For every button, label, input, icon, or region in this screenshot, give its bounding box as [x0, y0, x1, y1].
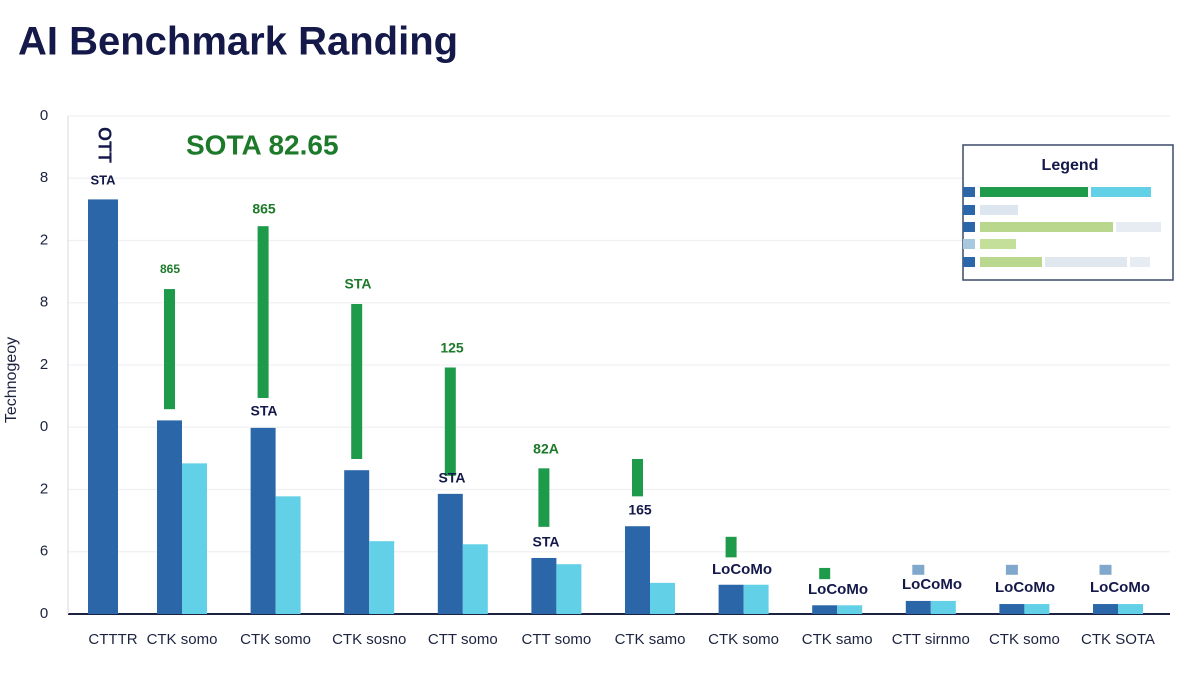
data-label: 82A [533, 441, 559, 457]
legend-title: Legend [1042, 157, 1099, 174]
data-label: 865 [160, 262, 180, 276]
x-tick-label: CTK somo [240, 631, 311, 648]
data-label: 865 [252, 201, 276, 217]
data-label: STA [90, 172, 116, 187]
y-tick-label: 6 [40, 543, 48, 560]
data-label: STA [345, 276, 372, 292]
y-tick-label: 2 [40, 480, 48, 497]
bar [905, 600, 931, 614]
data-label: LoCoMo [808, 581, 868, 598]
legend-swatch [963, 205, 975, 215]
y-tick-label: 8 [40, 169, 48, 186]
bar [650, 582, 675, 614]
y-tick-label: 0 [40, 605, 48, 622]
bar [812, 605, 838, 614]
data-label: STA [439, 470, 466, 486]
data-label: OTT [94, 127, 114, 163]
bar [743, 584, 769, 614]
bar [250, 427, 276, 614]
legend-swatch [963, 257, 975, 267]
range-bar [257, 226, 269, 398]
x-tick-label: CTK sosno [332, 631, 406, 648]
bar [556, 564, 582, 614]
range-bar [164, 289, 175, 410]
x-tick-label: CTK samo [802, 631, 873, 648]
y-tick-label: 2 [40, 356, 48, 373]
data-label: STA [533, 534, 560, 550]
legend-swatch [1130, 257, 1150, 267]
bar [1024, 604, 1050, 614]
x-tick-label: CTT somo [522, 631, 592, 648]
x-tick-label: CTK SOTA [1081, 631, 1155, 648]
range-bar [444, 367, 456, 476]
legend-swatch [980, 222, 1113, 232]
y-tick-label: 8 [40, 294, 48, 311]
bar [369, 541, 395, 614]
data-label: 165 [628, 502, 652, 518]
bar [157, 420, 182, 614]
y-tick-label: 0 [40, 418, 48, 435]
headline: SOTA 82.65 [186, 129, 339, 160]
data-label: LoCoMo [995, 579, 1055, 596]
legend-swatch [963, 222, 975, 232]
bar [182, 463, 207, 614]
x-tick-label: CTT sirnmo [892, 631, 970, 648]
bar [344, 470, 370, 614]
legend-swatch [980, 257, 1042, 267]
legend-swatch [1091, 187, 1151, 197]
bar [625, 526, 650, 614]
bar [1118, 604, 1143, 614]
data-label: LoCoMo [712, 561, 772, 578]
bar [718, 584, 744, 614]
x-tick-label: CTK samo [615, 631, 686, 648]
data-label: STA [251, 403, 278, 419]
range-bar [725, 536, 737, 558]
range-bar [819, 567, 831, 580]
range-bar [1099, 564, 1112, 575]
range-bar [538, 468, 550, 527]
legend: Legend [962, 144, 1174, 281]
x-tick-label: CTK somo [989, 631, 1060, 648]
y-tick-label: 0 [40, 107, 48, 124]
x-tick-label: CTK somo [147, 631, 218, 648]
bar [930, 600, 956, 614]
bar [837, 605, 863, 614]
legend-swatch [980, 205, 1018, 215]
bar [88, 199, 118, 615]
data-label: LoCoMo [902, 576, 962, 593]
legend-swatch [963, 239, 975, 249]
bar [999, 604, 1025, 614]
range-bar [351, 303, 363, 459]
legend-swatch [1045, 257, 1127, 267]
range-bar [632, 458, 643, 497]
bar [275, 496, 301, 614]
chart-title: AI Benchmark Randing [18, 20, 458, 64]
range-bar [1005, 564, 1018, 575]
x-tick-label: CTT somo [428, 631, 498, 648]
y-axis-label: Technogeoy [3, 337, 20, 423]
y-tick-label: 2 [40, 231, 48, 248]
legend-swatch [980, 187, 1088, 197]
data-label: 125 [440, 340, 464, 356]
x-tick-label: CTTTR [88, 631, 137, 648]
legend-swatch [963, 187, 975, 197]
data-label: LoCoMo [1090, 579, 1150, 596]
bar [531, 557, 557, 614]
bar [1093, 604, 1118, 614]
legend-swatch [980, 239, 1016, 249]
legend-swatch [1116, 222, 1161, 232]
bar [437, 493, 463, 614]
bar [462, 544, 488, 614]
x-tick-label: CTK somo [708, 631, 779, 648]
range-bar [912, 564, 925, 575]
